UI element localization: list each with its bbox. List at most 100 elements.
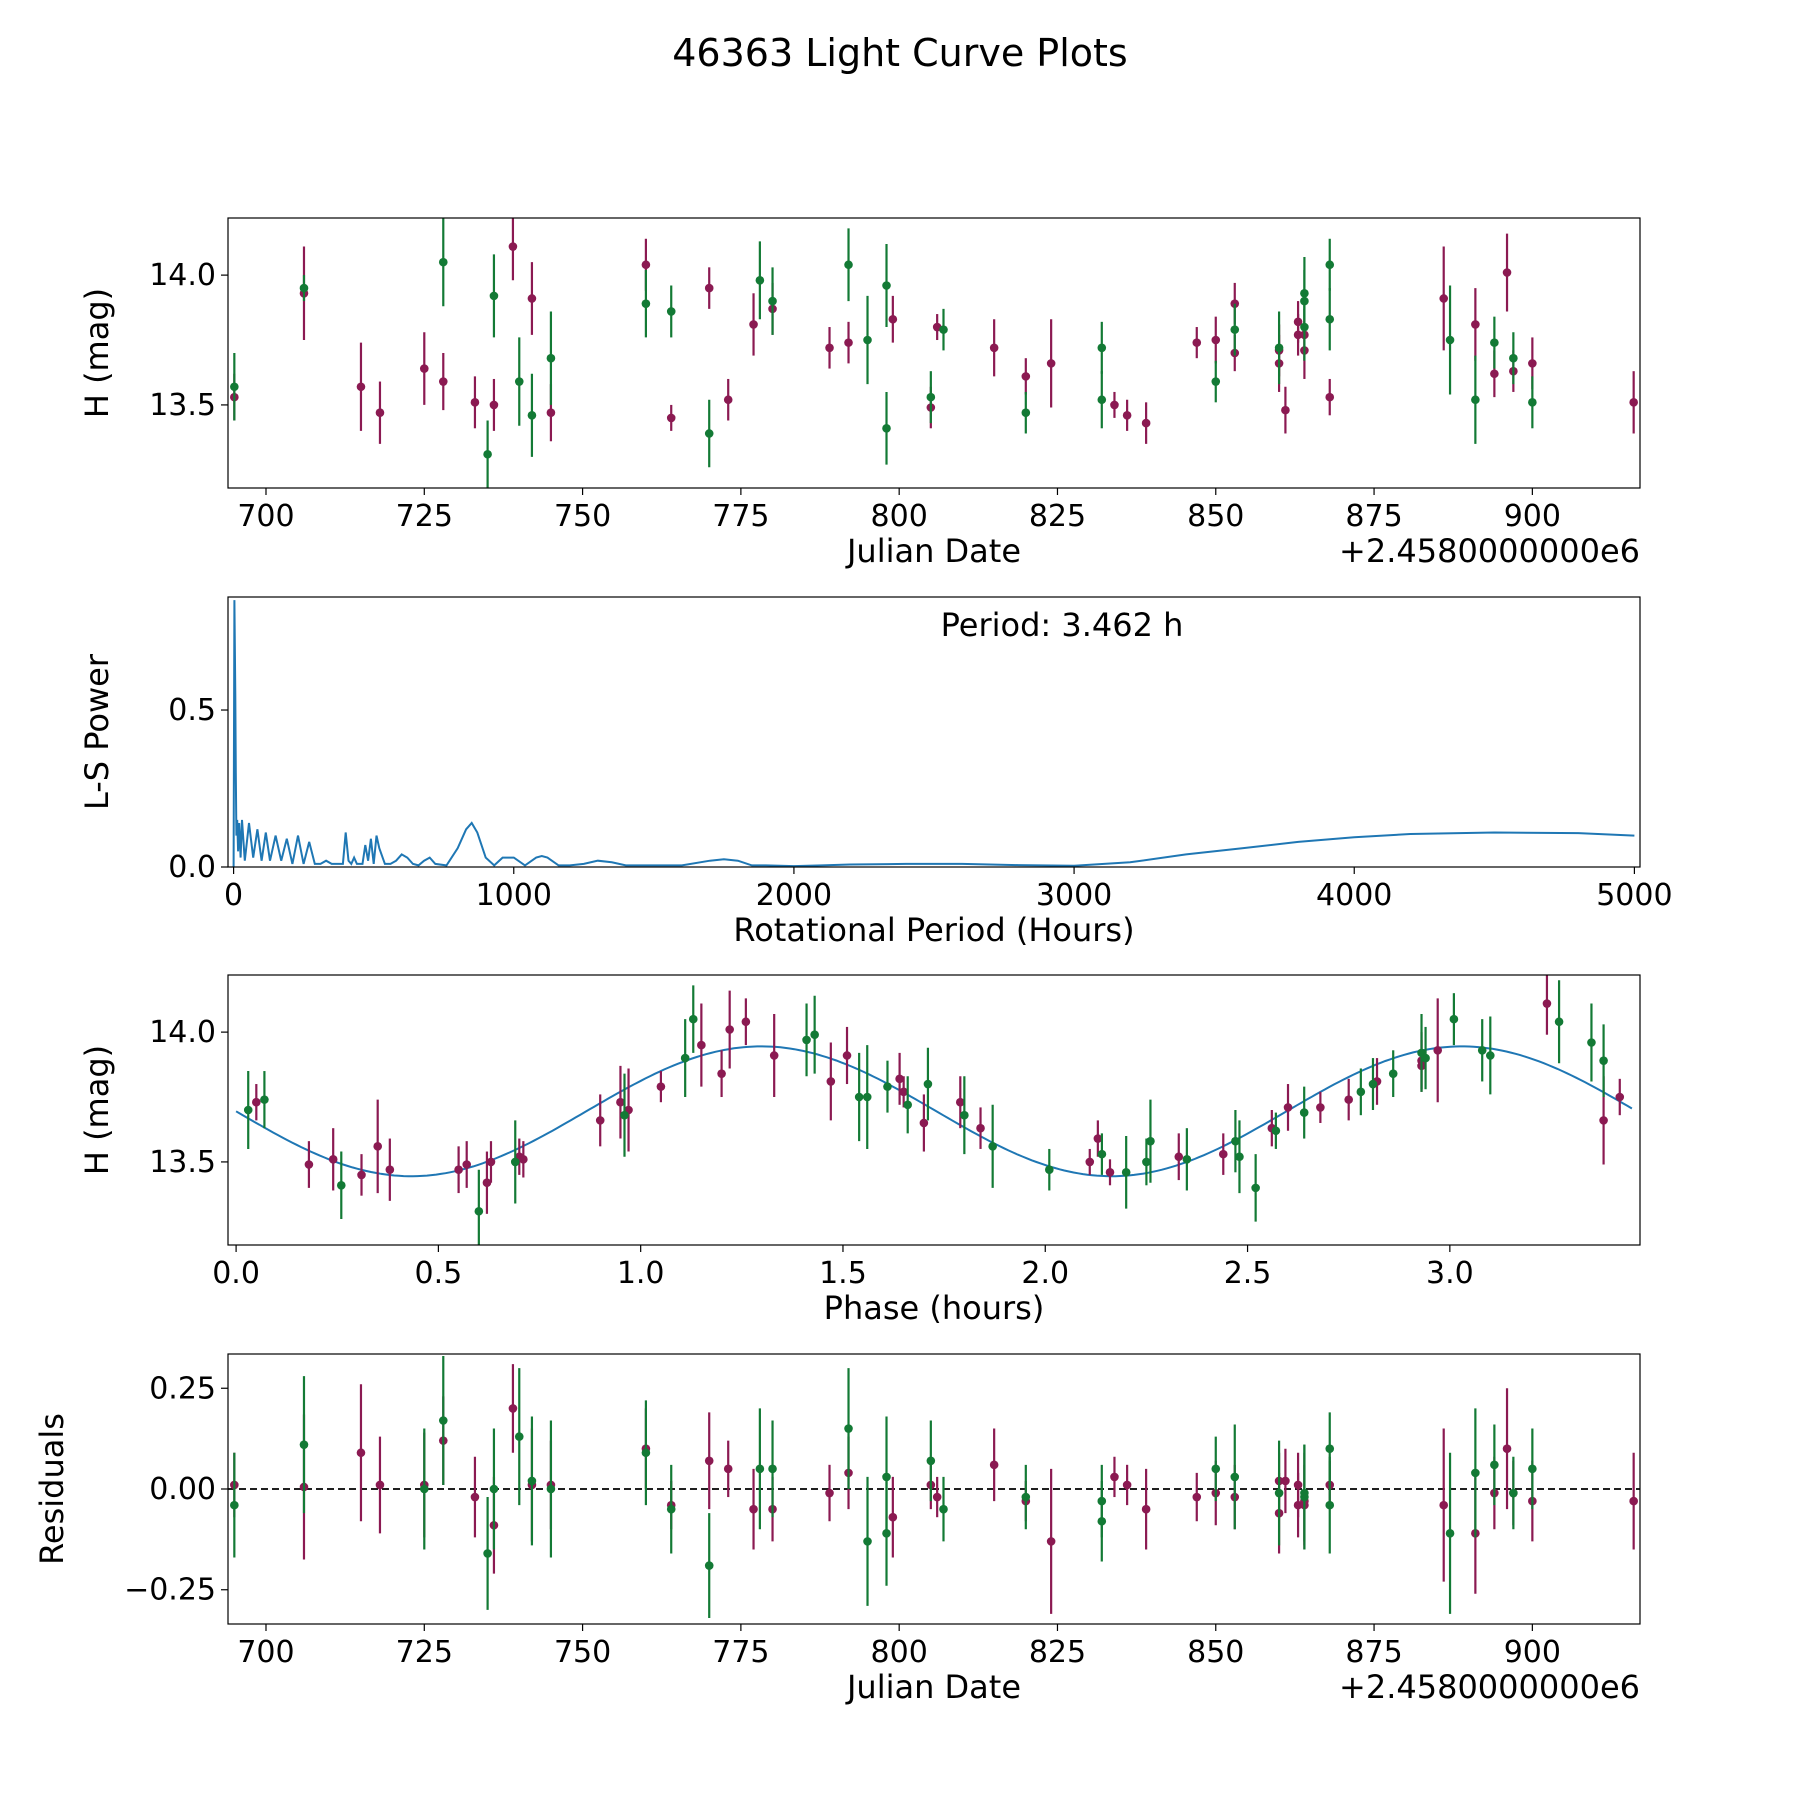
data-marker (666, 1504, 676, 1514)
x-tick-label: 775 (712, 1635, 769, 1670)
data-point (438, 218, 448, 307)
x-tick-label: 3.0 (1426, 1256, 1474, 1291)
x-tick-label: 875 (1345, 1635, 1402, 1670)
data-point (1174, 1133, 1184, 1181)
data-point (1097, 371, 1107, 429)
data-point (1085, 1148, 1095, 1175)
data-marker (1105, 1168, 1115, 1177)
y-tick-label: 0.25 (149, 1371, 216, 1406)
data-point (1325, 378, 1335, 416)
x-axis-label: Julian Date (845, 1668, 1021, 1706)
data-point (546, 311, 556, 405)
data-marker (230, 1500, 239, 1510)
data-point (768, 267, 777, 335)
data-point (755, 241, 765, 320)
data-point (489, 1428, 499, 1550)
data-marker (519, 1155, 528, 1164)
data-point (1211, 316, 1221, 364)
data-point (862, 1045, 872, 1149)
data-marker (1274, 343, 1284, 353)
x-tick-label: 825 (1029, 499, 1086, 534)
data-marker (704, 283, 714, 293)
data-marker (508, 242, 518, 251)
data-point (375, 381, 385, 444)
data-point (666, 404, 676, 431)
data-point (844, 1368, 853, 1489)
data-marker (932, 1492, 942, 1502)
data-marker (862, 1092, 872, 1102)
data-marker (1300, 1488, 1309, 1498)
data-point (1445, 1452, 1455, 1614)
data-marker (1283, 1103, 1293, 1112)
data-point (1502, 233, 1512, 312)
data-point (1146, 1099, 1155, 1183)
data-point (356, 1384, 366, 1522)
data-point (419, 332, 429, 405)
data-point (462, 1141, 472, 1188)
data-marker (1433, 1045, 1443, 1055)
data-point (1471, 1408, 1480, 1538)
data-marker (489, 400, 499, 410)
data-marker (842, 1051, 852, 1060)
data-point (656, 1071, 666, 1103)
data-marker (899, 1087, 908, 1097)
data-marker (1368, 1079, 1378, 1089)
data-point (1281, 1448, 1290, 1514)
data-point (483, 420, 492, 488)
data-marker (895, 1074, 904, 1084)
x-axis-label: Phase (hours) (824, 1289, 1045, 1327)
data-point (704, 399, 714, 468)
periodogram-plot-area (232, 600, 1635, 867)
data-marker (438, 1416, 448, 1425)
data-point (1615, 1078, 1625, 1116)
data-point (903, 1076, 913, 1134)
data-marker (749, 320, 758, 329)
data-marker (419, 1484, 429, 1494)
data-point (1021, 358, 1031, 395)
lightcurve-frame (227, 217, 1641, 489)
data-marker (641, 299, 651, 308)
data-marker (903, 1100, 913, 1110)
data-marker (1325, 1444, 1335, 1454)
data-point (510, 1120, 520, 1204)
data-marker (1121, 1168, 1131, 1177)
x-tick-label: 800 (871, 1635, 928, 1670)
data-point (454, 1146, 463, 1194)
data-marker (546, 1484, 556, 1494)
x-tick-label: 5000 (1596, 878, 1672, 913)
data-point (1192, 1472, 1202, 1522)
y-axis-label: H (mag) (78, 1045, 116, 1175)
data-marker (717, 1069, 726, 1078)
data-marker (1174, 1152, 1184, 1162)
data-point (1388, 1050, 1398, 1098)
data-point (844, 228, 853, 302)
data-marker (1045, 1165, 1054, 1175)
data-marker (755, 1464, 765, 1474)
data-point (1182, 1128, 1192, 1191)
data-point (723, 378, 733, 421)
data-marker (1085, 1157, 1095, 1167)
data-point (373, 1099, 382, 1194)
x-tick-label: 3000 (1036, 878, 1112, 913)
data-point (1293, 301, 1303, 343)
data-marker (510, 1157, 520, 1167)
data-point (514, 1368, 524, 1506)
data-point (888, 1476, 898, 1558)
data-marker (666, 413, 676, 423)
data-marker (810, 1030, 819, 1040)
data-point (1230, 303, 1240, 356)
x-tick-label: 725 (396, 499, 453, 534)
data-point (1093, 1120, 1103, 1157)
data-point (955, 1076, 965, 1129)
data-marker (1021, 1492, 1031, 1502)
data-point (1449, 993, 1459, 1046)
data-point (470, 376, 480, 429)
x-tick-label: 2000 (756, 878, 832, 913)
data-point (304, 1141, 314, 1188)
data-point (1445, 285, 1455, 395)
data-marker (1251, 1183, 1260, 1193)
data-marker (755, 276, 765, 285)
data-point (243, 1071, 253, 1149)
data-marker (1142, 1157, 1151, 1167)
data-marker (1528, 359, 1537, 368)
